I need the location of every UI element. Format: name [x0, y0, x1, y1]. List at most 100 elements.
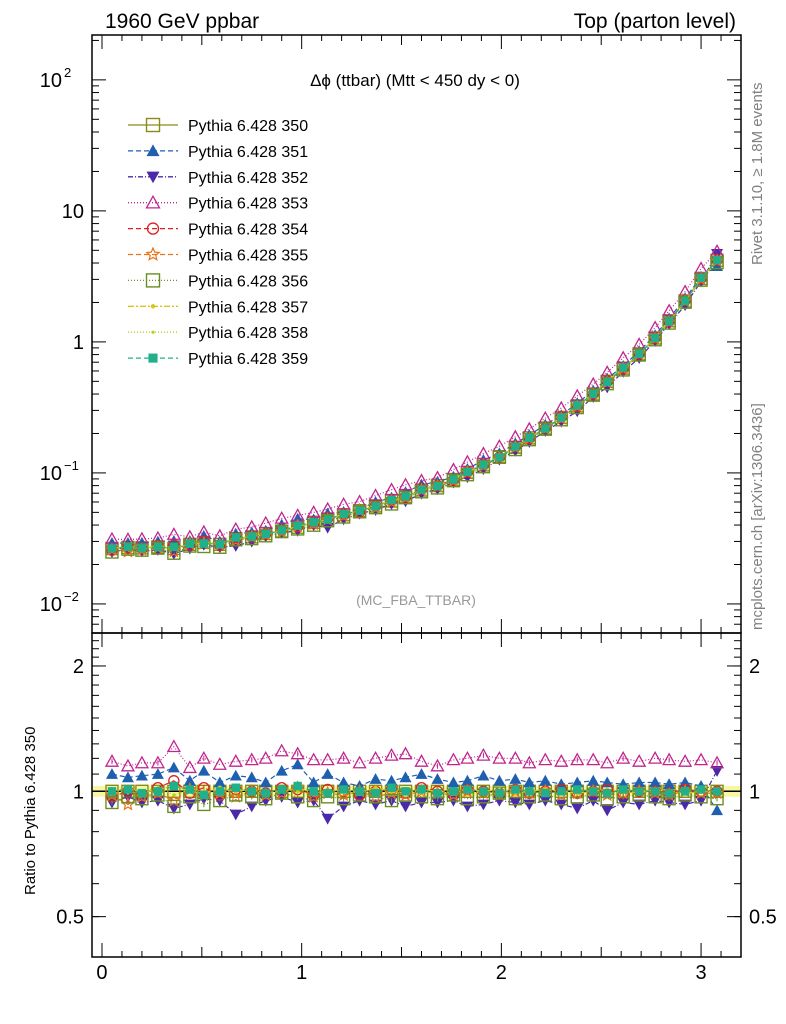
ratio-data-point [290, 746, 305, 760]
header-right: Top (parton level) [574, 10, 736, 33]
data-point [231, 533, 240, 542]
ratio-data-point [633, 799, 646, 811]
data-point [538, 422, 553, 436]
ratio-y-axis-label: Ratio to Pythia 6.428 350 [22, 727, 39, 895]
data-point [573, 401, 582, 410]
series-352 [105, 248, 724, 560]
ratio-data-point [415, 768, 428, 779]
ratio-data-point [398, 746, 413, 760]
ratio-data-point [355, 787, 364, 796]
ratio-data-point [274, 785, 289, 800]
data-point [600, 376, 614, 391]
ratio-series-359 [107, 781, 722, 800]
data-point [371, 502, 380, 511]
data-point [355, 506, 364, 515]
legend: Pythia 6.428 350 Pythia 6.428 351 Pythia 6… [128, 117, 308, 368]
ratio-data-point [587, 774, 600, 786]
ratio-series-line [111, 787, 717, 806]
data-point [492, 450, 507, 464]
legend-label: Pythia 6.428 354 [188, 222, 308, 239]
ratio-data-point [228, 789, 243, 803]
ratio-data-point [492, 787, 507, 802]
ratio-data-point [648, 751, 663, 764]
data-point [678, 295, 692, 309]
data-point [245, 531, 259, 546]
ratio-series-line [111, 770, 718, 820]
ratio-data-point [172, 793, 176, 797]
legend-entry: Pythia 6.428 358 [128, 325, 308, 342]
data-point [398, 477, 413, 491]
ratio-data-point [134, 789, 150, 803]
ratio-data-point [399, 771, 412, 783]
ratio-data-point [105, 795, 119, 810]
legend-entry: Pythia 6.428 350 [128, 117, 308, 135]
data-point [135, 543, 149, 557]
ratio-data-point [277, 785, 286, 794]
ratio-data-point [321, 813, 334, 825]
y-tick-label: 2 [73, 656, 84, 678]
ratio-data-point [384, 748, 399, 761]
y-tick-exponent: −2 [64, 589, 79, 604]
ratio-data-point [369, 799, 382, 811]
ratio-data-point [167, 799, 181, 814]
x-tick-label: 3 [695, 962, 706, 984]
ratio-data-point [414, 754, 429, 767]
ratio-data-point [352, 755, 367, 769]
data-point [449, 475, 458, 484]
y-tick-label: 10 [40, 70, 62, 92]
legend-marker [145, 273, 161, 288]
ratio-data-point [679, 799, 692, 811]
data-point [603, 377, 612, 387]
ratio-data-point [368, 789, 383, 803]
data-point [293, 521, 302, 530]
ratio-series-line [111, 763, 718, 811]
x-tick-label: 0 [96, 962, 107, 984]
ratio-data-point [493, 774, 506, 786]
legend-marker [145, 117, 161, 133]
legend-label: Pythia 6.428 352 [188, 170, 308, 187]
series-line [111, 262, 718, 554]
data-point [557, 413, 566, 422]
ratio-data-point [447, 776, 460, 788]
y-tick-label: 0.5 [56, 907, 84, 929]
ratio-data-point [696, 785, 706, 794]
ratio-data-point [373, 785, 378, 790]
ratio-data-point [634, 787, 644, 796]
ratio-data-point [709, 755, 725, 769]
legend-label: Pythia 6.428 356 [188, 273, 308, 290]
y-tick-exponent: −1 [64, 458, 79, 473]
ratio-data-point [104, 754, 120, 767]
ratio-data-point [231, 783, 240, 792]
ratio-data-point [679, 776, 692, 788]
ratio-data-point [601, 805, 614, 817]
data-point [398, 491, 413, 505]
data-point [664, 317, 674, 326]
ratio-data-point [417, 785, 426, 794]
ratio-data-point [662, 752, 677, 766]
ratio-data-point [212, 757, 227, 770]
legend-label: Pythia 6.428 353 [188, 196, 308, 213]
ratio-data-point [522, 755, 537, 769]
legend-marker [150, 304, 156, 309]
y-tick-label-right: 1 [749, 781, 760, 803]
ratio-data-point [213, 776, 226, 788]
data-point [153, 542, 163, 552]
data-point [680, 296, 690, 306]
data-point [166, 543, 182, 558]
data-point [215, 540, 225, 549]
ratio-data-point [215, 787, 225, 796]
data-point [339, 509, 348, 519]
ratio-series-353 [104, 739, 725, 774]
legend-entry: Pythia 6.428 351 [128, 144, 308, 161]
ratio-data-point [460, 783, 475, 798]
ratio-data-point [306, 752, 321, 766]
ratio-data-point [123, 785, 133, 794]
ratio-data-point [384, 793, 399, 808]
ratio-data-point [600, 755, 615, 769]
data-point [433, 481, 442, 491]
ratio-data-point [650, 787, 660, 796]
ratio-data-point [167, 803, 180, 815]
ratio-data-point [185, 785, 195, 794]
data-point [696, 273, 706, 283]
legend-label: Pythia 6.428 359 [188, 351, 308, 368]
